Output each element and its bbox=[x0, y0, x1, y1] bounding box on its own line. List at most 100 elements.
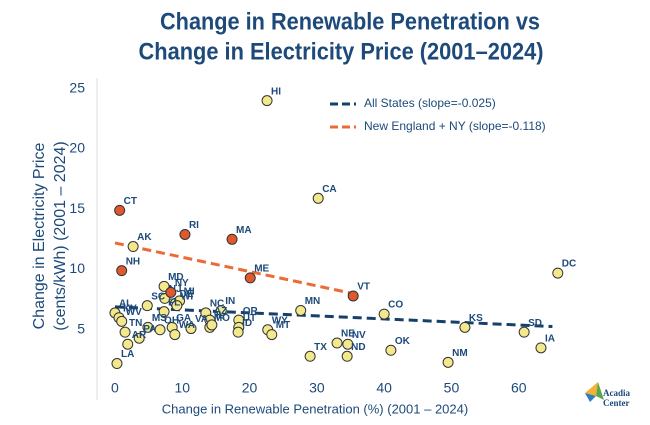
y-tick-label: 10 bbox=[69, 260, 85, 276]
point bbox=[206, 319, 218, 331]
point-label: AK bbox=[137, 232, 152, 243]
point-label: TX bbox=[314, 342, 327, 353]
point-label: RI bbox=[189, 220, 199, 231]
point-label: NY bbox=[175, 278, 189, 289]
point bbox=[552, 267, 564, 279]
point bbox=[304, 350, 316, 362]
point bbox=[179, 228, 191, 240]
point bbox=[165, 286, 177, 298]
point-label: SC bbox=[151, 291, 165, 302]
point-label: AL bbox=[119, 299, 132, 310]
point-label: MT bbox=[276, 320, 290, 331]
point-label: MN bbox=[305, 296, 321, 307]
logo-text: Acadia bbox=[603, 388, 631, 398]
point-label: AZ bbox=[214, 306, 227, 317]
legend-label: New England + NY (slope=-0.118) bbox=[364, 119, 546, 133]
point-label: MD bbox=[168, 272, 184, 283]
point-label: AR bbox=[132, 330, 147, 341]
x-tick-label: 10 bbox=[174, 380, 190, 396]
point-label: WA bbox=[179, 320, 195, 331]
point-label: OK bbox=[395, 336, 411, 347]
point bbox=[133, 332, 145, 344]
y-tick-label: 20 bbox=[69, 140, 85, 156]
point bbox=[261, 95, 273, 107]
point bbox=[232, 326, 244, 338]
point bbox=[114, 204, 126, 216]
point-label: MS bbox=[152, 313, 167, 324]
point bbox=[535, 342, 547, 354]
point bbox=[142, 321, 154, 333]
point-label: NH bbox=[126, 256, 140, 267]
trend-line bbox=[114, 305, 553, 329]
point-label: HI bbox=[271, 86, 281, 97]
x-tick-label: 20 bbox=[242, 380, 258, 396]
x-tick-label: 40 bbox=[376, 380, 392, 396]
point-label: CT bbox=[124, 196, 137, 207]
chart-title: Change in Electricity Price (2001–2024) bbox=[139, 38, 544, 65]
point bbox=[119, 326, 131, 338]
y-axis-label: Change in Electricity Price bbox=[31, 143, 48, 330]
point bbox=[111, 358, 123, 370]
point-label: OH bbox=[164, 315, 179, 326]
point-label: FL bbox=[168, 297, 180, 308]
point-label: TN bbox=[129, 318, 142, 329]
point-label: DC bbox=[562, 259, 576, 270]
point bbox=[158, 306, 170, 318]
point bbox=[385, 344, 397, 356]
point bbox=[171, 300, 183, 312]
point-label: WV bbox=[126, 307, 142, 318]
point-label: KS bbox=[469, 313, 483, 324]
point bbox=[154, 324, 166, 336]
x-axis-label: Change in Renewable Penetration (%) (200… bbox=[162, 401, 468, 416]
point-label: NC bbox=[210, 299, 224, 310]
chart-title: Change in Renewable Penetration vs bbox=[160, 8, 540, 35]
point bbox=[158, 280, 170, 292]
y-tick-label: 5 bbox=[77, 320, 85, 336]
logo-text: Center bbox=[603, 398, 630, 408]
point bbox=[244, 272, 256, 284]
logo: Acadia Center bbox=[585, 382, 631, 408]
point-label: IA bbox=[545, 333, 555, 344]
x-tick-label: 60 bbox=[511, 380, 527, 396]
point bbox=[459, 321, 471, 333]
point bbox=[141, 300, 153, 312]
point bbox=[331, 337, 343, 349]
point bbox=[312, 192, 324, 204]
point-label: IN bbox=[225, 296, 235, 307]
x-tick-label: 50 bbox=[444, 380, 460, 396]
point-label: DE bbox=[180, 289, 194, 300]
point-label: NM bbox=[452, 348, 468, 359]
point-label: SD bbox=[528, 318, 542, 329]
x-tick-label: 0 bbox=[111, 380, 119, 396]
point bbox=[226, 233, 238, 245]
point-label: VT bbox=[357, 282, 370, 293]
point bbox=[342, 338, 354, 350]
x-tick-label: 30 bbox=[309, 380, 325, 396]
point-label: KY bbox=[123, 303, 137, 314]
legend-label: All States (slope=-0.025) bbox=[364, 96, 496, 110]
point-label: GA bbox=[176, 313, 191, 324]
point-label: PA bbox=[143, 324, 156, 335]
point-label: CA bbox=[322, 184, 336, 195]
point-label: ME bbox=[254, 264, 269, 275]
point bbox=[169, 329, 181, 341]
point bbox=[378, 308, 390, 320]
point bbox=[185, 323, 197, 335]
point bbox=[116, 315, 128, 327]
point-label: WY bbox=[272, 315, 288, 326]
point-label: NV bbox=[352, 330, 366, 341]
point bbox=[341, 350, 353, 362]
point-label: CO bbox=[388, 300, 403, 311]
point-label: ID bbox=[242, 318, 252, 329]
point bbox=[215, 304, 227, 316]
point-label: NE bbox=[341, 329, 355, 340]
point bbox=[266, 329, 278, 341]
y-axis-label: (cents/kWh) (2001 – 2024) bbox=[52, 141, 69, 330]
point bbox=[347, 290, 359, 302]
point bbox=[295, 304, 307, 316]
point-label: UT bbox=[243, 313, 256, 324]
y-tick-label: 25 bbox=[69, 79, 85, 95]
point-label: OR bbox=[243, 306, 259, 317]
point-label: LA bbox=[121, 349, 134, 360]
